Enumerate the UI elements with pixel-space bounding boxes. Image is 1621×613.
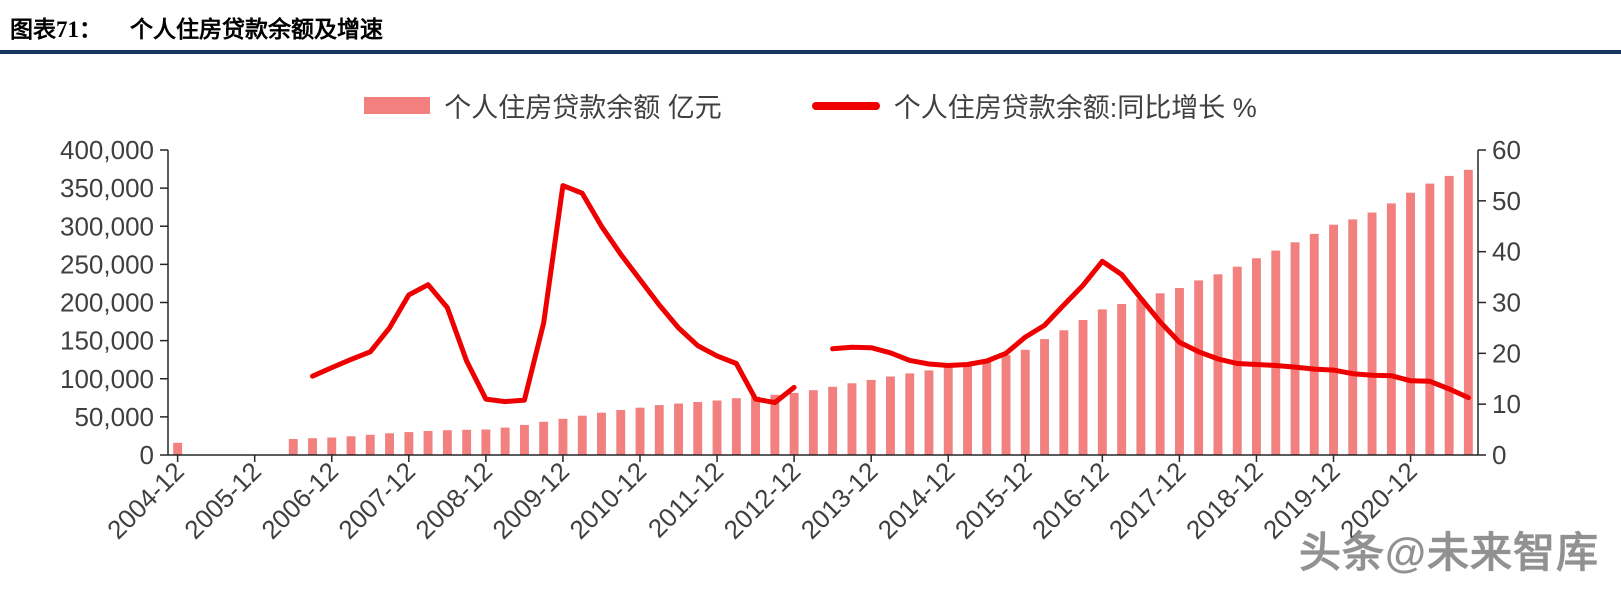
svg-text:0: 0 [1492,440,1506,470]
svg-text:2017-12: 2017-12 [1103,456,1192,545]
svg-text:350,000: 350,000 [60,173,154,203]
legend-balance-label: 个人住房贷款余额 亿元 [444,93,722,123]
svg-text:10: 10 [1492,389,1521,419]
svg-text:50: 50 [1492,186,1521,216]
svg-text:2018-12: 2018-12 [1180,456,1269,545]
chart-area: 0 50,000 100,000 150,000 200,000 250,000 300,0… [0,135,1621,592]
svg-text:0: 0 [140,440,154,470]
svg-text:2011-12: 2011-12 [642,456,729,543]
svg-text:2007-12: 2007-12 [332,456,421,545]
chart-legend: 个人住房贷款余额 亿元 个人住房贷款余额:同比增长 % [0,86,1621,125]
legend-item-balance: 个人住房贷款余额 亿元 [364,86,722,125]
bar-swatch-icon [364,97,431,114]
legend-growth-label: 个人住房贷款余额:同比增长 % [893,93,1257,123]
svg-text:2010-12: 2010-12 [564,456,653,545]
svg-text:2006-12: 2006-12 [255,456,344,545]
watermark: 头条@未来智库 [1299,529,1599,576]
svg-text:400,000: 400,000 [60,135,154,165]
svg-text:20: 20 [1492,338,1521,368]
page-title: 个人住房贷款余额及增速 [130,17,383,42]
svg-text:2009-12: 2009-12 [486,456,575,545]
svg-text:2008-12: 2008-12 [409,456,498,545]
svg-text:60: 60 [1492,135,1521,165]
svg-text:2012-12: 2012-12 [718,456,807,545]
svg-text:50,000: 50,000 [74,402,154,432]
svg-text:2016-12: 2016-12 [1026,456,1115,545]
svg-text:100,000: 100,000 [60,364,154,394]
svg-text:200,000: 200,000 [60,288,154,318]
svg-text:40: 40 [1492,237,1521,267]
line-swatch-icon [811,101,880,110]
svg-text:250,000: 250,000 [60,249,154,279]
page-header: 图表71： 个人住房贷款余额及增速 [0,0,1621,54]
chart-canvas: 0 50,000 100,000 150,000 200,000 250,000 300,0… [60,135,1521,545]
svg-text:2014-12: 2014-12 [872,456,961,545]
svg-text:2005-12: 2005-12 [178,456,267,545]
svg-text:2015-12: 2015-12 [949,456,1038,545]
figure-number-label: 图表71： [10,17,102,42]
svg-text:30: 30 [1492,288,1521,318]
svg-text:300,000: 300,000 [60,211,154,241]
svg-text:150,000: 150,000 [60,326,154,356]
svg-text:2013-12: 2013-12 [795,456,884,545]
legend-item-growth: 个人住房贷款余额:同比增长 % [811,86,1257,125]
